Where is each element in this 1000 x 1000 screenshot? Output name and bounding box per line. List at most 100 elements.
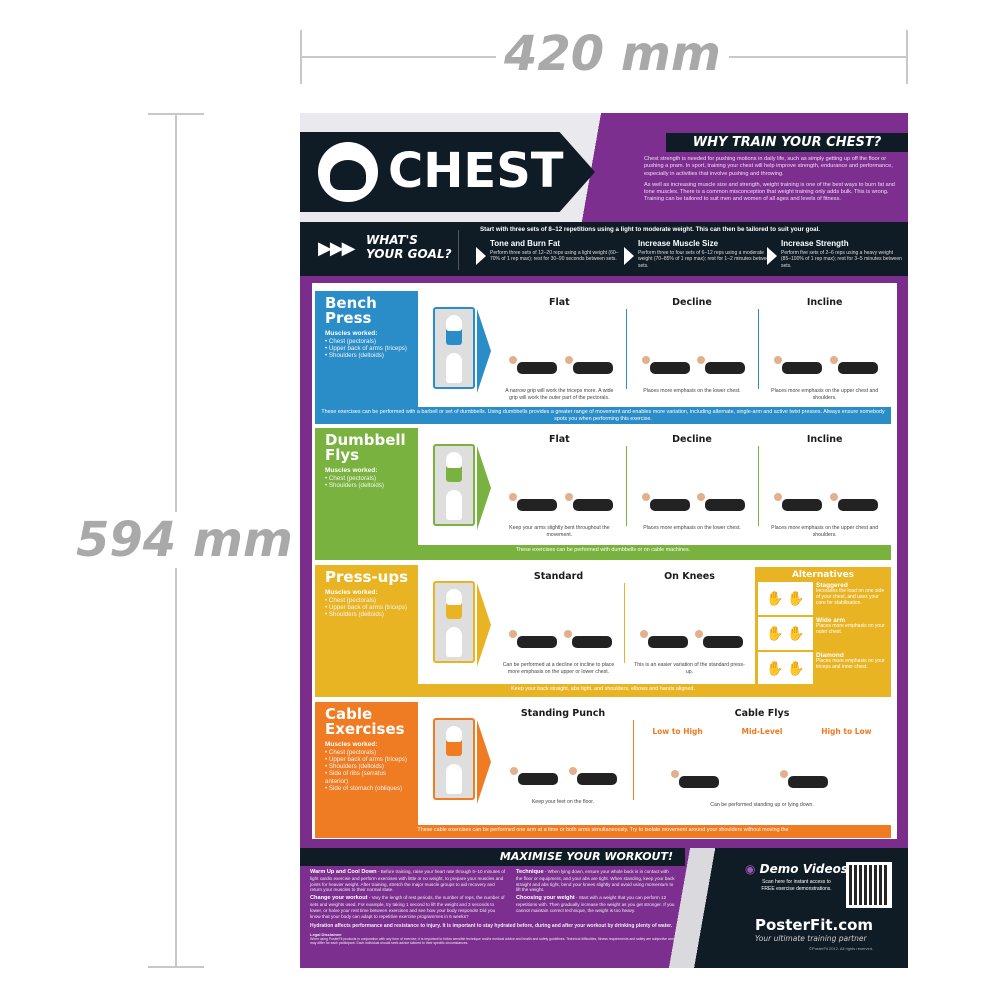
goal-heading-line: WHAT'S <box>366 233 418 247</box>
tips-column-right: Technique - When lying down, ensure your… <box>516 869 676 921</box>
exercise-column: Standard Can be performed at a decline or… <box>493 565 624 675</box>
column-divider <box>633 720 634 800</box>
athlete-figure <box>694 630 743 648</box>
athlete-figure <box>671 770 720 788</box>
chest-poster: CHEST WHY TRAIN YOUR CHEST? Chest streng… <box>300 113 908 968</box>
brand-tagline: Your ultimate training partner <box>755 934 867 943</box>
variation-title: Decline <box>672 297 712 308</box>
exercise-title: Press-ups <box>325 568 408 586</box>
body-front-icon <box>446 315 462 345</box>
muscle-item: Chest (pectorals) <box>325 338 408 345</box>
exercise-illustration <box>633 740 891 798</box>
why-train-paragraph: As well as increasing muscle size and st… <box>644 181 895 203</box>
width-dimension-tick-left <box>300 30 302 84</box>
exercise-column: Flat Keep your arms slightly bent through… <box>493 428 626 538</box>
variation-title: Incline <box>806 297 843 308</box>
athlete-figure <box>564 356 613 374</box>
tip-change: Change your workout - Vary the length of… <box>310 895 506 919</box>
play-arrow-icon <box>476 247 486 265</box>
goal-heading: WHAT'S YOUR GOAL? <box>366 233 452 262</box>
poster-title: CHEST <box>388 143 564 199</box>
muscle-list: Chest (pectorals)Upper back of arms (tri… <box>325 338 408 359</box>
tip-technique: Technique - When lying down, ensure your… <box>516 869 676 893</box>
demo-videos[interactable]: ◉ Demo Videos Scan here for instant acce… <box>745 862 848 892</box>
goal-title: Tone and Burn Fat <box>490 239 561 248</box>
tip-text: - Vary the length of rest periods, the n… <box>310 895 505 919</box>
muscle-item: Chest (pectorals) <box>325 475 408 482</box>
athlete-figure <box>564 493 613 511</box>
subvariation-title: High to Low <box>821 727 872 736</box>
variation-note: Keep your arms slightly bent throughout … <box>509 525 610 538</box>
exercise-column: Incline Places more emphasis on the upper… <box>758 291 891 401</box>
height-dimension-tick-top <box>148 113 204 115</box>
variation-title: Cable Flys <box>734 708 790 719</box>
muscle-item: Side of stomach (obliques) <box>325 785 408 792</box>
arrow-icon <box>477 720 491 804</box>
exercise-column: Incline Places more emphasis on the upper… <box>758 428 891 538</box>
subvariation-title: Mid-Level <box>741 727 783 736</box>
alternative-text: Diamond Places more emphasis on your tric… <box>813 652 888 685</box>
muscles-label: Muscles worked: <box>325 330 378 337</box>
demo-text-line: FREE exercise demonstrations. <box>761 885 832 892</box>
exercise-illustration <box>493 312 626 384</box>
exercise-column: Standing Punch Keep your feet on the floo… <box>493 702 633 806</box>
column-divider <box>758 309 760 389</box>
section-caption: These cable exercises can be performed o… <box>315 825 891 838</box>
disclaimer-text: When using PosterFit products in conjunc… <box>310 936 674 945</box>
exercise-column: On Knees This is an easier variation of t… <box>624 565 755 675</box>
section-bench-press: Bench Press Muscles worked:Chest (pectora… <box>315 291 891 424</box>
section-sidebar: Dumbbell Flys Muscles worked:Chest (pecto… <box>315 428 418 545</box>
qr-code-pattern <box>849 865 889 905</box>
column-divider <box>758 446 760 526</box>
alternative-item: ✋ ✋ Diamond Places more emphasis on your t… <box>758 652 888 685</box>
variation-title: Standing Punch <box>520 708 606 719</box>
poster-header: CHEST WHY TRAIN YOUR CHEST? Chest streng… <box>300 113 908 222</box>
column-divider <box>625 309 627 389</box>
demo-text-line: Scan here for instant access to <box>762 879 831 885</box>
exercise-illustration <box>758 312 891 384</box>
demo-text: Scan here for instant access to FREE exer… <box>745 879 848 892</box>
why-train-paragraph: Chest strength is needed for pushing mot… <box>644 156 893 177</box>
athlete-figure <box>508 356 557 374</box>
body-back-icon <box>446 764 462 794</box>
muscle-diagram <box>433 444 475 526</box>
body-front-icon <box>446 589 462 619</box>
athlete-figure <box>641 356 690 374</box>
variation-title: Flat <box>548 297 570 308</box>
alternative-desc: Places more emphasis on your outer chest… <box>816 623 885 636</box>
goal-text: Perform three to four sets of 6–12 reps … <box>638 250 772 269</box>
muscle-list: Chest (pectorals)Upper back of arms (tri… <box>325 597 408 618</box>
athlete-figure <box>829 493 878 511</box>
width-dimension-label: 420 mm <box>496 26 729 82</box>
variation-note: Places more emphasis on the lower chest. <box>643 388 741 394</box>
variation-note: Places more emphasis on the upper chest … <box>771 388 879 401</box>
body-back-icon <box>446 627 462 657</box>
hands-icon: ✋ ✋ <box>758 617 813 650</box>
section-caption: Keep your back straight, abs tight, and … <box>315 684 891 697</box>
athlete-figure <box>779 770 828 788</box>
variation-note: Can be performed standing up or lying do… <box>710 802 814 808</box>
athlete-figure <box>774 493 823 511</box>
alternative-desc: Increases the load on one side of your c… <box>816 588 885 606</box>
goal-size: Increase Muscle Size Perform three to fou… <box>624 239 773 269</box>
section-press-ups: Press-ups Muscles worked:Chest (pectorals… <box>315 565 891 697</box>
muscle-list: Chest (pectorals)Shoulders (deltoids) <box>325 475 408 489</box>
alternative-title: Wide arm <box>816 617 846 624</box>
variation-title: Flat <box>548 434 570 445</box>
height-dimension-tick-bottom <box>148 966 204 968</box>
athlete-figure <box>639 630 688 648</box>
variation-title: Incline <box>806 434 843 445</box>
variation-note: This is an easier variation of the stand… <box>634 662 745 675</box>
muscle-item: Shoulders (deltoids) <box>325 482 408 489</box>
muscle-item: Chest (pectorals) <box>325 597 408 604</box>
muscle-diagram <box>433 581 475 663</box>
footer-heading: MAXIMISE YOUR WORKOUT! <box>300 848 685 866</box>
exercise-column: Decline Places more emphasis on the lower… <box>626 291 759 395</box>
athlete-figure <box>697 493 746 511</box>
arrow-icon <box>477 583 491 667</box>
exercise-column: Decline Places more emphasis on the lower… <box>626 428 759 532</box>
tip-text: - Before training, raise your heart rate… <box>310 869 506 893</box>
exercise-column: Flat A narrow grip will work the triceps … <box>493 291 626 401</box>
qr-code[interactable] <box>846 862 892 908</box>
